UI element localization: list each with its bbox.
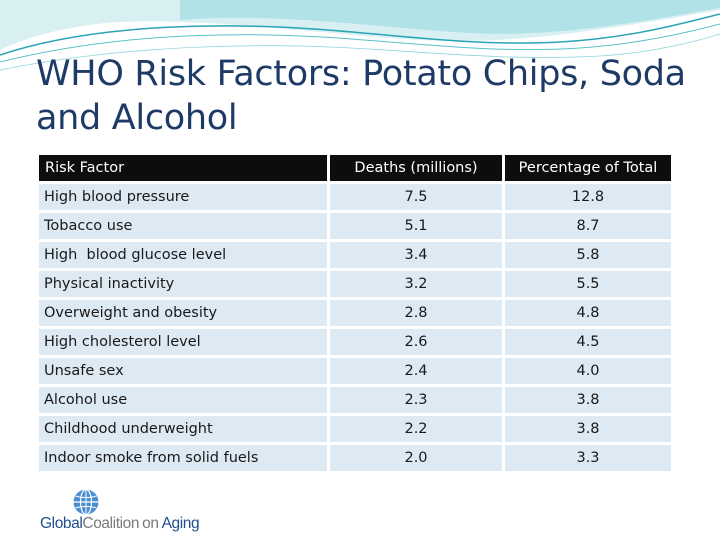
- global-coalition-on-aging-logo: GlobalCoalition on Aging: [38, 488, 238, 536]
- percent-cell: 3.8: [505, 387, 671, 413]
- deaths-cell: 3.4: [330, 242, 502, 268]
- table-row: Physical inactivity 3.2 5.5: [39, 271, 671, 297]
- table-row: Childhood underweight 2.2 3.8: [39, 416, 671, 442]
- deaths-cell: 2.2: [330, 416, 502, 442]
- table-row: High blood pressure 7.5 12.8: [39, 184, 671, 210]
- deaths-cell: 7.5: [330, 184, 502, 210]
- globe-icon: [73, 488, 99, 516]
- risk-factor-cell: Alcohol use: [39, 387, 327, 413]
- table-row: Alcohol use 2.3 3.8: [39, 387, 671, 413]
- risk-factor-cell: Tobacco use: [39, 213, 327, 239]
- percent-cell: 4.8: [505, 300, 671, 326]
- logo-word-aging: Aging: [161, 515, 200, 532]
- logo-word-coalition: Coalition: [82, 515, 140, 532]
- risk-factor-cell: High cholesterol level: [39, 329, 327, 355]
- percent-cell: 4.5: [505, 329, 671, 355]
- percent-cell: 3.3: [505, 445, 671, 471]
- risk-factor-cell: Childhood underweight: [39, 416, 327, 442]
- deaths-cell: 2.0: [330, 445, 502, 471]
- risk-factor-cell: Overweight and obesity: [39, 300, 327, 326]
- percent-cell: 12.8: [505, 184, 671, 210]
- slide-title: WHO Risk Factors: Potato Chips, Soda and…: [36, 54, 686, 138]
- table-header-row: Risk Factor Deaths (millions) Percentage…: [39, 155, 671, 181]
- table-row: Unsafe sex 2.4 4.0: [39, 358, 671, 384]
- table-row: High cholesterol level 2.6 4.5: [39, 329, 671, 355]
- risk-factor-table: Risk Factor Deaths (millions) Percentage…: [36, 152, 674, 474]
- percent-cell: 4.0: [505, 358, 671, 384]
- deaths-cell: 5.1: [330, 213, 502, 239]
- percent-cell: 5.5: [505, 271, 671, 297]
- risk-factor-cell: High blood pressure: [39, 184, 327, 210]
- logo-wordmark: GlobalCoalition on Aging: [40, 515, 200, 533]
- table-row: Tobacco use 5.1 8.7: [39, 213, 671, 239]
- risk-factor-cell: Unsafe sex: [39, 358, 327, 384]
- column-header-risk-factor: Risk Factor: [39, 155, 327, 181]
- column-header-percentage: Percentage of Total: [505, 155, 671, 181]
- header-swoosh-decoration: [0, 0, 720, 71]
- percent-cell: 3.8: [505, 416, 671, 442]
- logo-word-on: on: [142, 515, 159, 532]
- deaths-cell: 2.8: [330, 300, 502, 326]
- risk-factor-cell: Physical inactivity: [39, 271, 327, 297]
- logo-word-global: Global: [40, 515, 83, 532]
- column-header-deaths: Deaths (millions): [330, 155, 502, 181]
- table-row: Indoor smoke from solid fuels 2.0 3.3: [39, 445, 671, 471]
- deaths-cell: 2.3: [330, 387, 502, 413]
- table-row: Overweight and obesity 2.8 4.8: [39, 300, 671, 326]
- table-row: High blood glucose level 3.4 5.8: [39, 242, 671, 268]
- risk-factor-cell: High blood glucose level: [39, 242, 327, 268]
- percent-cell: 5.8: [505, 242, 671, 268]
- deaths-cell: 2.4: [330, 358, 502, 384]
- deaths-cell: 2.6: [330, 329, 502, 355]
- deaths-cell: 3.2: [330, 271, 502, 297]
- risk-factor-cell: Indoor smoke from solid fuels: [39, 445, 327, 471]
- percent-cell: 8.7: [505, 213, 671, 239]
